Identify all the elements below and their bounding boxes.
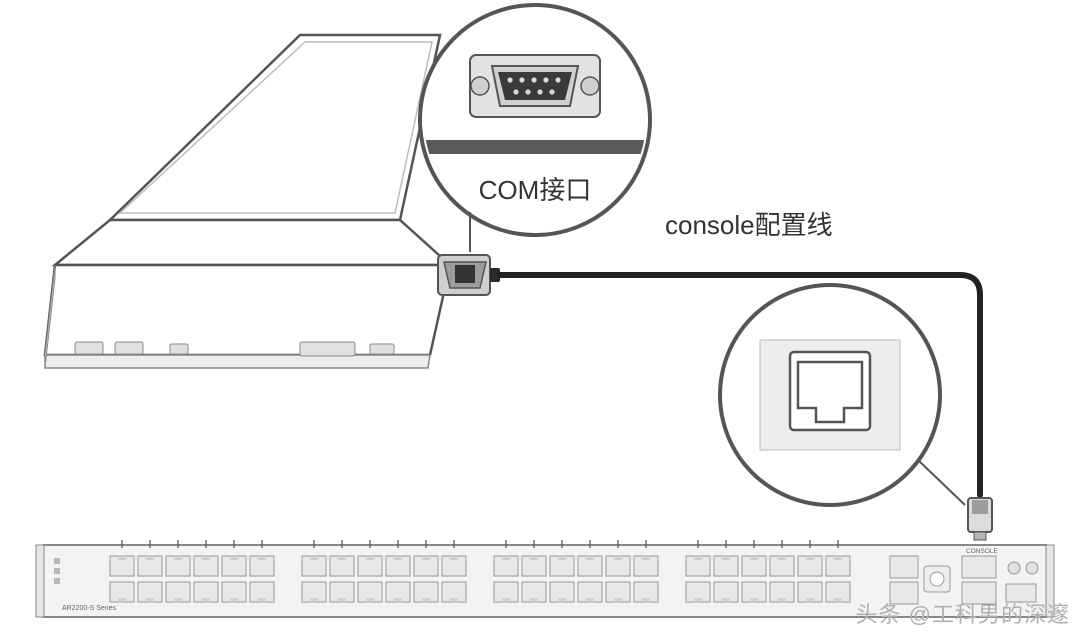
network-switch: AR2200-S Series CONSOLE	[36, 540, 1054, 617]
com-port-label: COM接口	[479, 175, 592, 205]
com-callout: COM接口	[420, 5, 650, 252]
db9-port	[470, 55, 600, 117]
console-cable-label: console配置线	[665, 205, 833, 242]
laptop	[45, 35, 450, 368]
rj45-plug	[968, 498, 992, 540]
switch-model-label: AR2200-S Series	[62, 605, 117, 612]
rj45-jack	[790, 352, 870, 430]
diagram-root: COM接口 AR2200-S Se	[0, 0, 1090, 637]
serial-connector	[438, 255, 500, 295]
console-port-label: CONSOLE	[966, 548, 998, 555]
rj45-callout	[720, 285, 965, 505]
diagram-svg: COM接口 AR2200-S Se	[0, 0, 1090, 637]
